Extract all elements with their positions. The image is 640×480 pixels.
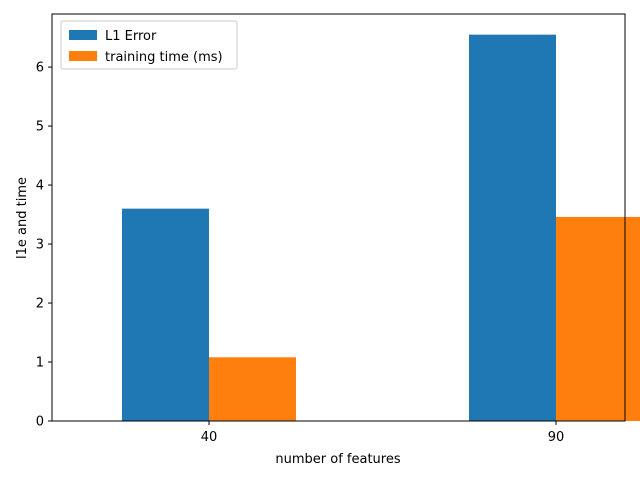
legend: L1 Error training time (ms) (60, 20, 238, 70)
legend-swatch-0 (69, 30, 97, 40)
y-tick-label-3: 3 (36, 238, 44, 253)
legend-box (60, 20, 238, 70)
legend-label-0: L1 Error (105, 29, 157, 44)
y-tick-label-4: 4 (36, 179, 44, 194)
bar-training-time-ms-40 (209, 357, 296, 421)
x-tick-label-90: 90 (548, 430, 565, 445)
x-axis-label: number of features (275, 452, 400, 467)
y-tick-label-5: 5 (36, 120, 44, 135)
legend-label-1: training time (ms) (105, 50, 223, 65)
y-tick-label-1: 1 (36, 356, 44, 371)
bar-l1-error-40 (122, 208, 209, 421)
bars-group (122, 34, 640, 421)
x-tick-label-40: 40 (201, 430, 218, 445)
bar-l1-error-90 (469, 34, 556, 421)
y-axis-label: l1e and time (15, 177, 30, 259)
axes-group: 0 1 2 3 4 5 6 40 90 (36, 13, 626, 445)
legend-swatch-1 (69, 51, 97, 61)
plot-frame (51, 13, 626, 422)
y-tick-label-0: 0 (36, 415, 44, 430)
y-tick-label-2: 2 (36, 297, 44, 312)
y-tick-label-6: 6 (36, 61, 44, 76)
bar-training-time-ms-90 (556, 216, 640, 421)
